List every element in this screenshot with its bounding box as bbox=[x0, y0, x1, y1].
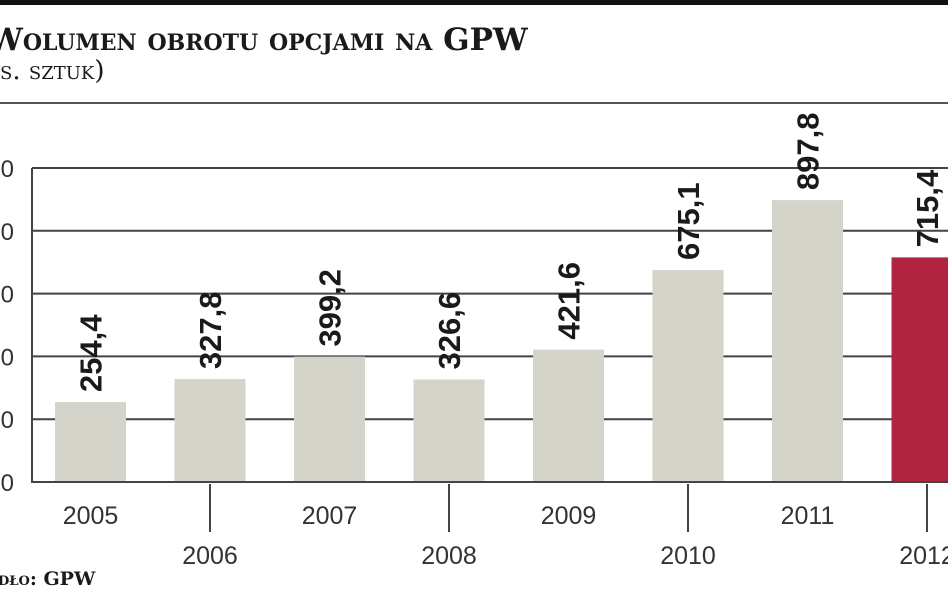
y-tick-label: 200 bbox=[0, 407, 14, 434]
x-tick-label-2008: 2008 bbox=[421, 542, 477, 570]
value-label-2011: 897,8 bbox=[791, 113, 826, 191]
bar-2011 bbox=[772, 200, 843, 481]
chart-subtitle: (tys. sztuk) bbox=[0, 56, 105, 86]
y-tick-label: 1000 bbox=[0, 156, 14, 183]
top-rule bbox=[0, 0, 948, 5]
x-tick-label-2005: 2005 bbox=[63, 502, 119, 530]
value-label-2010: 675,1 bbox=[671, 182, 706, 260]
bar-2012 bbox=[891, 257, 948, 481]
y-tick-label: 400 bbox=[0, 344, 14, 371]
bar-2009 bbox=[533, 349, 604, 481]
bar-2007 bbox=[294, 356, 365, 481]
x-tick-label-2006: 2006 bbox=[182, 542, 238, 570]
value-label-2007: 399,2 bbox=[313, 269, 348, 347]
x-tick-label-2012: 2012 bbox=[899, 542, 948, 570]
x-tick-label-2011: 2011 bbox=[781, 502, 835, 530]
bar-2008 bbox=[413, 379, 485, 481]
x-tick-label-2007: 2007 bbox=[302, 502, 358, 530]
y-tick-label: 600 bbox=[0, 282, 14, 309]
y-tick-label: 0 bbox=[1, 470, 14, 497]
chart-title: Wolumen obrotu opcjami na GPW bbox=[0, 22, 529, 58]
value-label-2008: 326,6 bbox=[432, 292, 467, 370]
value-label-2005: 254,4 bbox=[74, 314, 109, 392]
bar-2010 bbox=[652, 270, 724, 481]
value-label-2006: 327,8 bbox=[193, 291, 228, 369]
x-tick-label-2010: 2010 bbox=[660, 542, 716, 570]
value-label-2009: 421,6 bbox=[552, 262, 587, 340]
bar-2005 bbox=[55, 402, 126, 481]
x-tick-label-2009: 2009 bbox=[541, 502, 597, 530]
value-label-2012: 715,4 bbox=[910, 169, 945, 247]
bar-2006 bbox=[174, 379, 246, 481]
source-note: Źródło: GPW bbox=[0, 567, 96, 590]
y-tick-label: 800 bbox=[0, 219, 14, 246]
